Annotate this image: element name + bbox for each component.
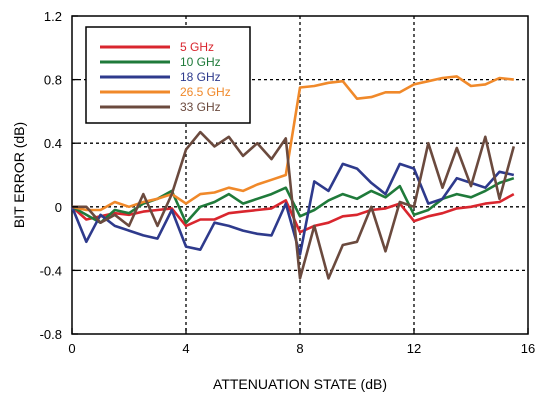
y-axis-title: BIT ERROR (dB) (11, 122, 27, 228)
x-tick-label: 12 (407, 341, 421, 356)
series-lines (70, 75, 516, 280)
x-tick-label: 4 (182, 341, 189, 356)
x-tick-label: 0 (68, 341, 75, 356)
y-tick-label: 0.4 (44, 136, 62, 151)
legend-label: 26.5 GHz (180, 85, 231, 99)
x-axis-title: ATTENUATION STATE (dB) (213, 376, 387, 392)
y-tick-label: 0 (55, 200, 62, 215)
y-tick-label: -0.4 (40, 263, 62, 278)
series-line-33-ghz (72, 130, 516, 280)
legend-label: 33 GHz (180, 100, 221, 114)
x-tick-label: 16 (521, 341, 535, 356)
y-tick-label: 0.8 (44, 73, 62, 88)
legend-label: 18 GHz (180, 70, 221, 84)
legend-label: 10 GHz (180, 55, 221, 69)
axis-ticks: 0 4 8 12 16 -0.8 -0.4 0 0.4 0.8 1.2 (40, 9, 536, 356)
y-tick-label: -0.8 (40, 327, 62, 342)
legend-box (85, 26, 251, 124)
series-line-18-ghz (70, 162, 515, 256)
x-tick-label: 8 (296, 341, 303, 356)
y-tick-label: 1.2 (44, 9, 62, 24)
legend-label: 5 GHz (180, 40, 214, 54)
